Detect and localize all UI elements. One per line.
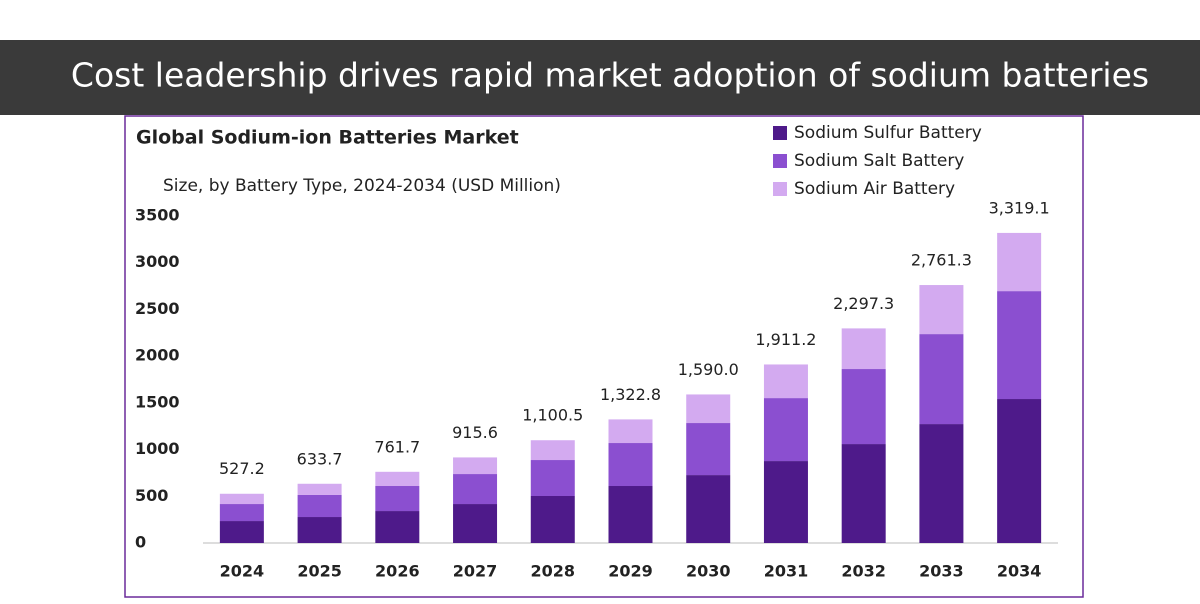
legend-label: Sodium Sulfur Battery: [794, 123, 982, 143]
x-tick-label: 2029: [608, 562, 653, 581]
bar-segment: [375, 471, 420, 487]
y-tick-label: 500: [135, 486, 168, 505]
bar-segment: [608, 486, 653, 543]
x-tick-label: 2026: [375, 562, 420, 581]
bar-segment: [919, 424, 964, 543]
x-tick-label: 2030: [686, 562, 731, 581]
bar-segment: [219, 504, 264, 522]
total-label: 1,911.2: [755, 330, 816, 349]
bar-segment: [297, 494, 342, 518]
bar-segment: [841, 444, 886, 543]
bar-segment: [219, 493, 264, 505]
bar-segment: [763, 398, 808, 462]
bar-segment: [919, 285, 964, 335]
total-label: 3,319.1: [989, 198, 1050, 217]
y-tick-label: 1500: [135, 392, 180, 411]
bar-segment: [453, 504, 498, 543]
bar-segment: [453, 457, 498, 475]
x-tick-label: 2031: [764, 562, 809, 581]
bar-segment: [919, 334, 964, 425]
bar-segment: [841, 369, 886, 445]
total-label: 2,297.3: [833, 294, 894, 313]
bar-segment: [530, 440, 575, 461]
bar-segment: [375, 511, 420, 543]
banner-title: Cost leadership drives rapid market adop…: [71, 56, 1149, 95]
bar-segment: [608, 419, 653, 444]
y-tick-label: 0: [135, 533, 146, 552]
total-label: 633.7: [297, 449, 343, 468]
y-tick-label: 3000: [135, 252, 180, 271]
bar-segment: [530, 460, 575, 497]
total-label: 1,590.0: [678, 360, 739, 379]
bar-segment: [763, 461, 808, 543]
y-tick-label: 3500: [135, 206, 180, 225]
x-tick-label: 2027: [453, 562, 498, 581]
total-label: 761.7: [374, 437, 420, 456]
total-label: 2,761.3: [911, 251, 972, 270]
legend-swatch: [773, 126, 787, 140]
bar-segment: [686, 394, 731, 424]
y-tick-label: 1000: [135, 439, 180, 458]
y-tick-label: 2000: [135, 346, 180, 365]
bar-segment: [219, 521, 264, 543]
bar-segment: [297, 517, 342, 543]
legend-label: Sodium Salt Battery: [794, 151, 964, 171]
total-label: 1,100.5: [522, 406, 583, 425]
chart-title: Global Sodium-ion Batteries Market: [136, 127, 519, 149]
bar-segment: [997, 291, 1042, 400]
bar-segment: [375, 486, 420, 512]
total-label: 527.2: [219, 459, 265, 478]
bar-segment: [686, 423, 731, 476]
bar-segment: [608, 443, 653, 487]
bar-segment: [997, 399, 1042, 543]
bar-segment: [841, 328, 886, 370]
bar-segment: [530, 496, 575, 543]
bar-segment: [297, 483, 342, 495]
x-tick-label: 2024: [220, 562, 265, 581]
x-tick-label: 2033: [919, 562, 964, 581]
bar-segment: [453, 474, 498, 505]
x-tick-label: 2034: [997, 562, 1042, 581]
x-tick-label: 2025: [297, 562, 342, 581]
banner: [0, 40, 1200, 115]
legend-swatch: [773, 154, 787, 168]
bar-segment: [997, 232, 1042, 292]
chart-subtitle: Size, by Battery Type, 2024-2034 (USD Mi…: [163, 176, 561, 196]
y-tick-label: 2500: [135, 299, 180, 318]
total-label: 915.6: [452, 423, 498, 442]
legend-swatch: [773, 182, 787, 196]
total-label: 1,322.8: [600, 385, 661, 404]
x-tick-label: 2032: [841, 562, 886, 581]
legend-label: Sodium Air Battery: [794, 179, 955, 199]
bar-segment: [686, 475, 731, 543]
x-tick-label: 2028: [531, 562, 576, 581]
bar-segment: [763, 364, 808, 399]
